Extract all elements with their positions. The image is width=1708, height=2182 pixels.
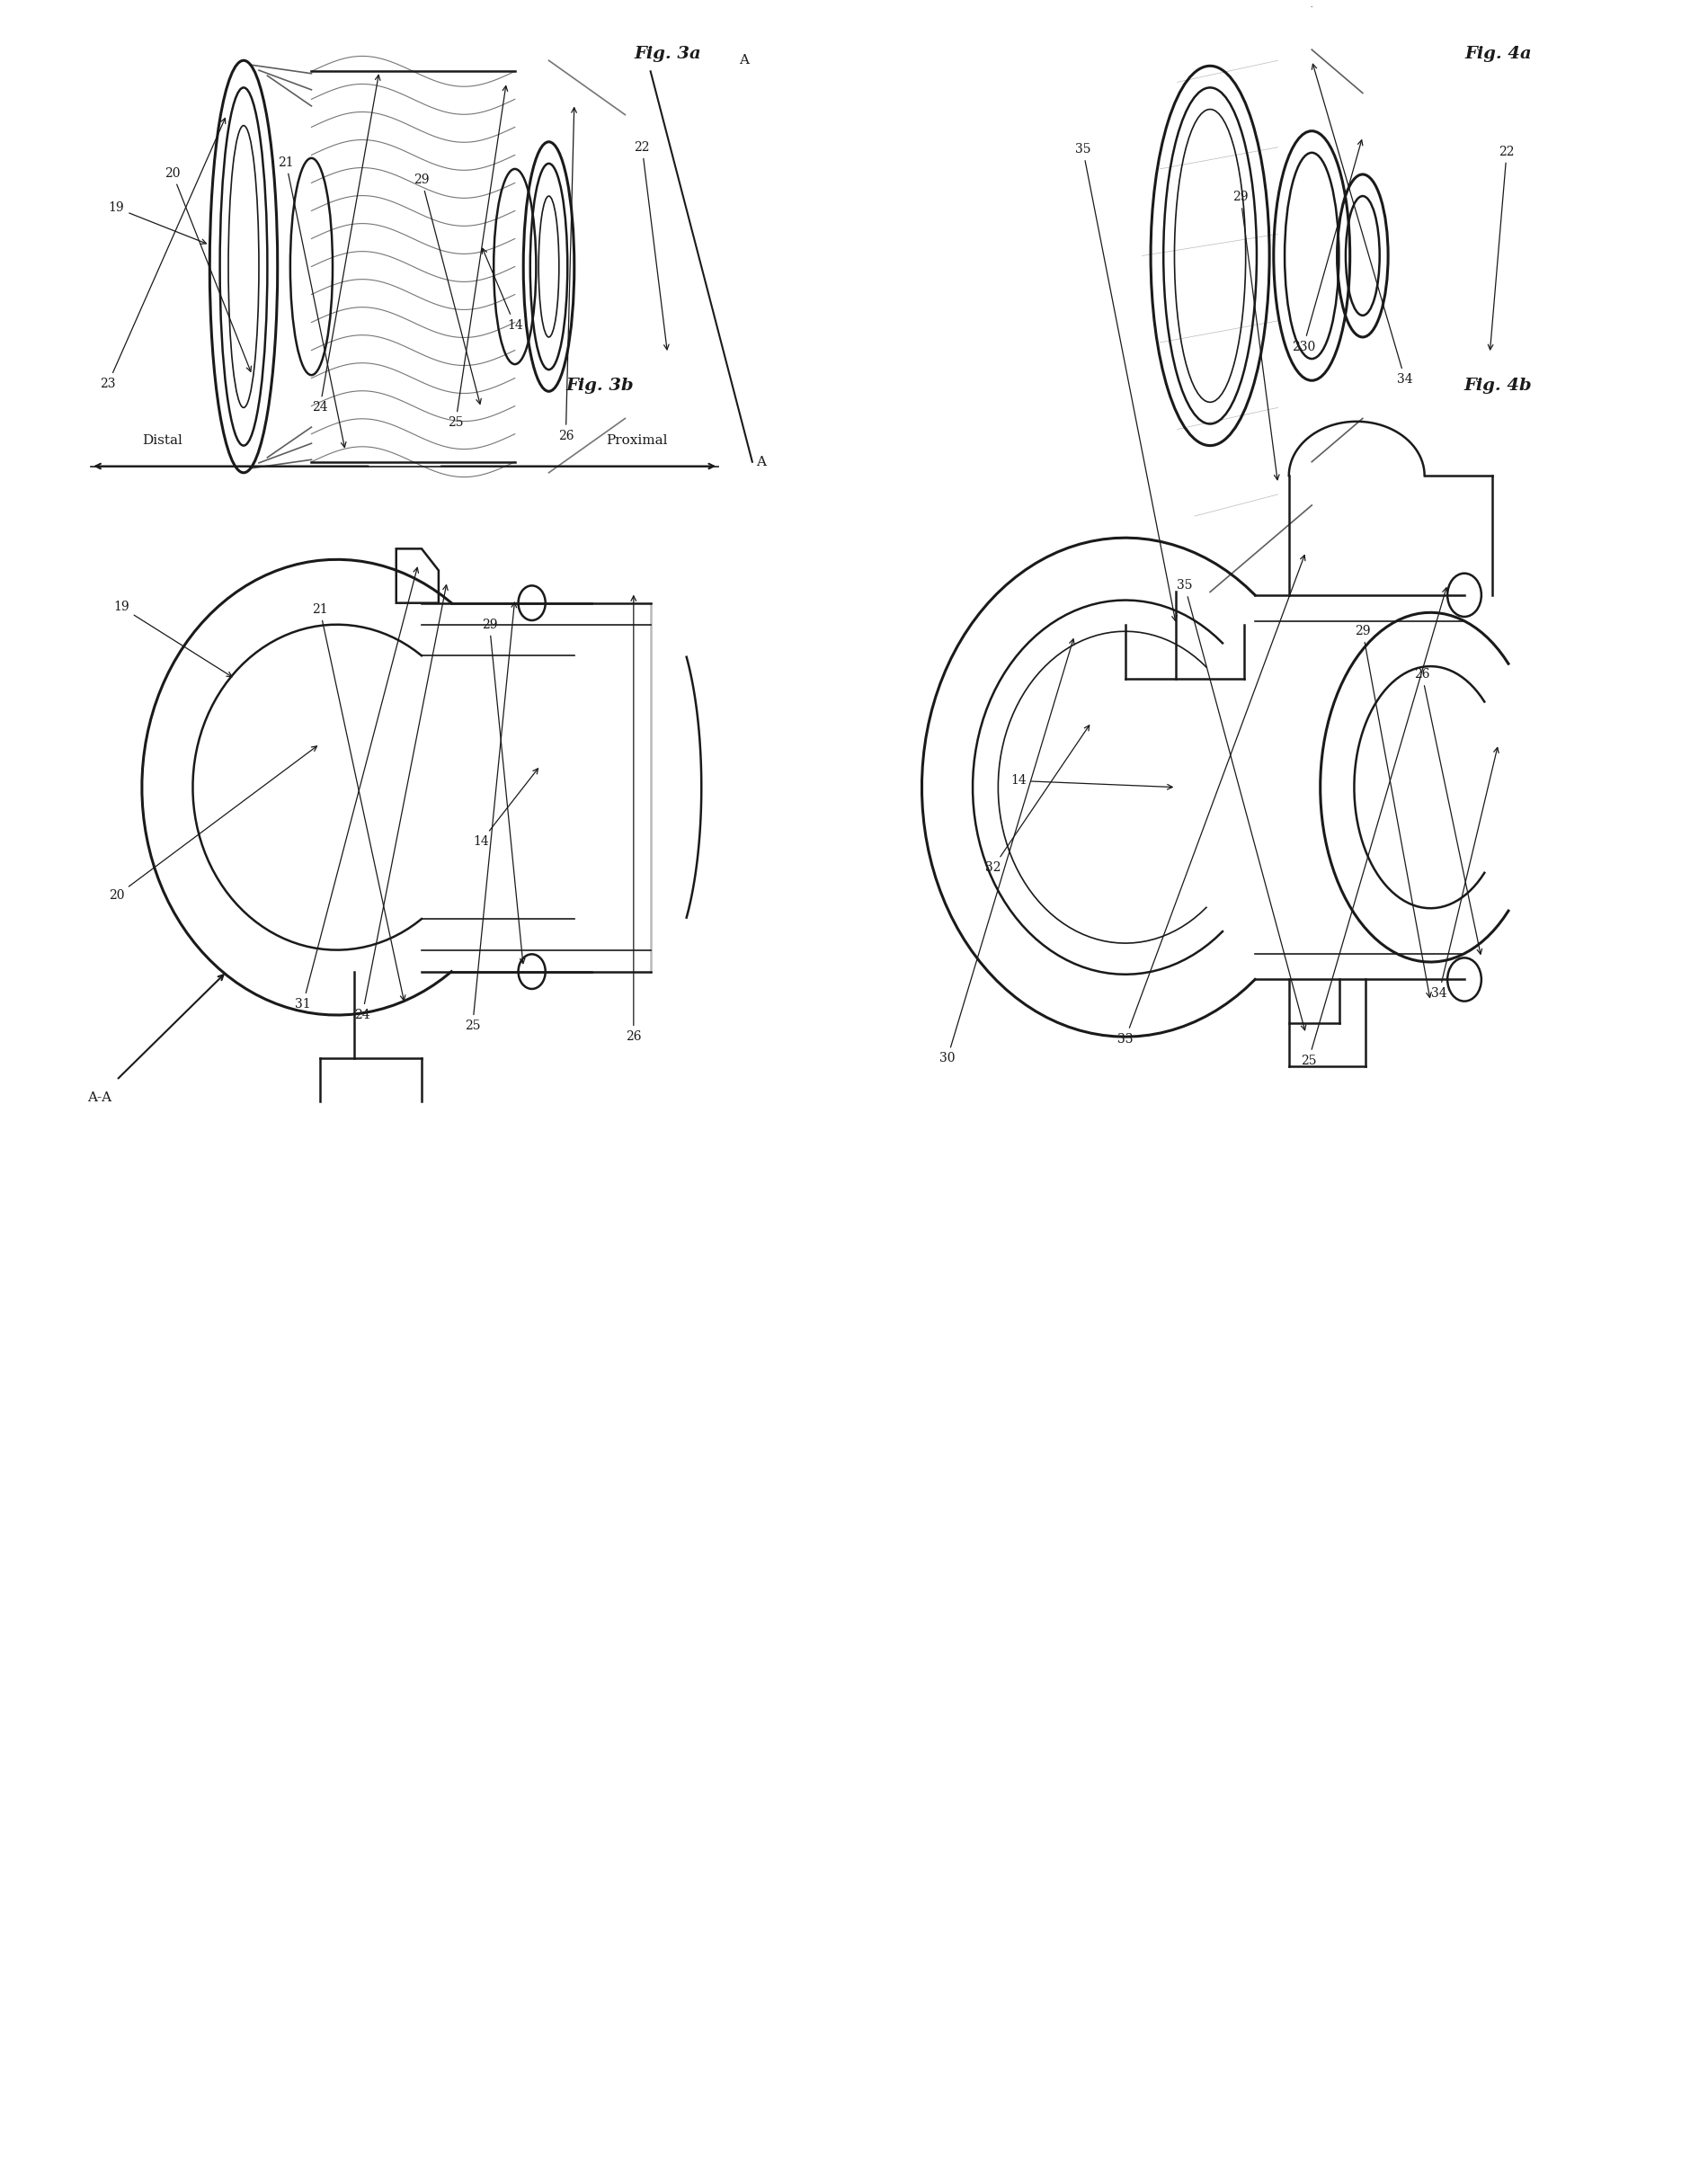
Text: 23: 23 [101,118,225,391]
Text: 14: 14 [473,768,538,849]
Text: 30: 30 [939,639,1074,1065]
Text: 14: 14 [1011,775,1172,790]
Text: 31: 31 [295,567,418,1010]
Text: Distal: Distal [142,434,183,447]
Text: 35: 35 [1177,578,1307,1030]
Text: 29: 29 [482,618,524,964]
Text: Fig. 3b: Fig. 3b [565,377,634,395]
Text: 21: 21 [313,602,405,999]
Text: 35: 35 [1074,144,1177,622]
Text: 29: 29 [413,175,482,404]
Text: A-A: A-A [87,1091,111,1104]
Text: 20: 20 [164,168,251,371]
Text: 29: 29 [1233,190,1279,480]
Text: 25: 25 [1300,587,1447,1067]
Text: 19: 19 [109,201,207,244]
Text: 22: 22 [634,142,670,349]
Text: 21: 21 [278,157,347,447]
Text: 19: 19 [114,600,232,676]
Text: 230: 230 [1291,140,1363,353]
Text: 22: 22 [1488,146,1515,349]
Text: Proximal: Proximal [606,434,668,447]
Text: 26: 26 [1414,668,1483,954]
Text: 26: 26 [559,107,577,443]
Text: A: A [757,456,765,469]
Text: 24: 24 [354,585,447,1021]
Text: 33: 33 [1117,554,1305,1045]
Text: 34: 34 [1312,63,1413,386]
Text: 32: 32 [986,724,1090,873]
Text: 25: 25 [465,602,516,1032]
Text: 29: 29 [1354,624,1431,997]
Text: 26: 26 [625,596,642,1043]
Text: 24: 24 [313,74,381,415]
Text: Fig. 4a: Fig. 4a [1465,46,1532,61]
Text: A: A [740,55,748,68]
Text: 34: 34 [1431,748,1498,999]
Text: 25: 25 [447,85,507,430]
Text: Fig. 3a: Fig. 3a [634,46,700,61]
Text: 20: 20 [109,746,318,901]
Text: 14: 14 [482,249,523,332]
Text: Fig. 4b: Fig. 4b [1464,377,1532,395]
